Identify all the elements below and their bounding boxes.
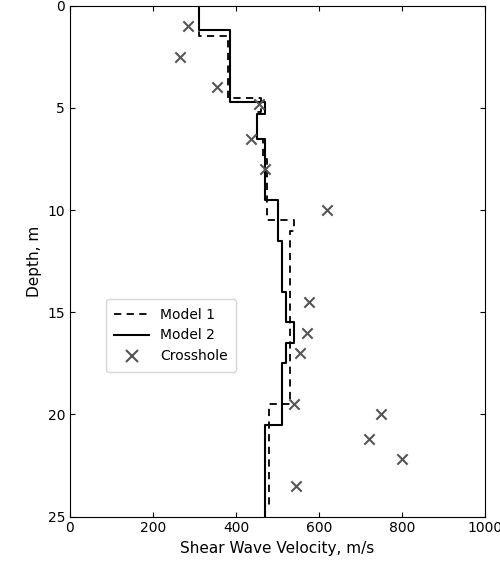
Model 2	[196, 27, 202, 34]
Crosshole	[398, 455, 406, 464]
Model 2	[283, 288, 289, 295]
Model 1	[266, 401, 272, 408]
Model 2	[262, 196, 268, 203]
Model 1	[254, 135, 260, 142]
Model 1	[260, 135, 266, 142]
Model 2	[262, 98, 268, 105]
Model 1	[260, 156, 266, 162]
Model 2	[196, 2, 202, 9]
Model 1	[196, 33, 202, 40]
Y-axis label: Depth, m: Depth, m	[27, 226, 42, 297]
X-axis label: Shear Wave Velocity, m/s: Shear Wave Velocity, m/s	[180, 541, 374, 556]
Model 2	[262, 135, 268, 142]
Model 1	[254, 108, 260, 115]
Model 1	[291, 217, 297, 224]
Crosshole	[324, 205, 332, 215]
Model 2	[262, 513, 268, 520]
Model 1	[258, 94, 264, 101]
Crosshole	[184, 22, 192, 31]
Model 2	[278, 421, 284, 428]
Line: Model 2: Model 2	[198, 6, 294, 517]
Model 1	[291, 227, 297, 234]
Model 1	[224, 94, 230, 101]
Crosshole	[296, 348, 304, 358]
Model 2	[274, 237, 280, 244]
Model 1	[266, 503, 272, 510]
Model 2	[291, 319, 297, 326]
Model 2	[227, 27, 233, 34]
Crosshole	[246, 134, 254, 143]
Model 2	[262, 421, 268, 428]
Model 2	[291, 339, 297, 346]
Model 2	[274, 196, 280, 203]
Line: Model 1: Model 1	[198, 6, 294, 506]
Model 1	[196, 2, 202, 9]
Crosshole	[214, 83, 222, 92]
Model 2	[278, 237, 284, 244]
Crosshole	[290, 400, 298, 409]
Model 2	[283, 319, 289, 326]
Model 1	[258, 108, 264, 115]
Model 2	[254, 111, 260, 118]
Crosshole	[365, 435, 373, 444]
Model 2	[278, 360, 284, 367]
Model 1	[264, 156, 270, 162]
Model 2	[254, 135, 260, 142]
Crosshole	[304, 297, 312, 307]
Model 2	[262, 111, 268, 118]
Model 2	[283, 339, 289, 346]
Crosshole	[261, 165, 269, 174]
Crosshole	[176, 52, 184, 61]
Model 2	[227, 98, 233, 105]
Crosshole	[378, 410, 386, 419]
Model 2	[278, 288, 284, 295]
Model 1	[224, 33, 230, 40]
Crosshole	[292, 482, 300, 491]
Model 1	[264, 217, 270, 224]
Legend: Model 1, Model 2, Crosshole: Model 1, Model 2, Crosshole	[106, 299, 236, 372]
Crosshole	[302, 328, 310, 338]
Model 2	[283, 360, 289, 367]
Model 1	[287, 401, 293, 408]
Crosshole	[255, 99, 263, 108]
Model 1	[287, 227, 293, 234]
